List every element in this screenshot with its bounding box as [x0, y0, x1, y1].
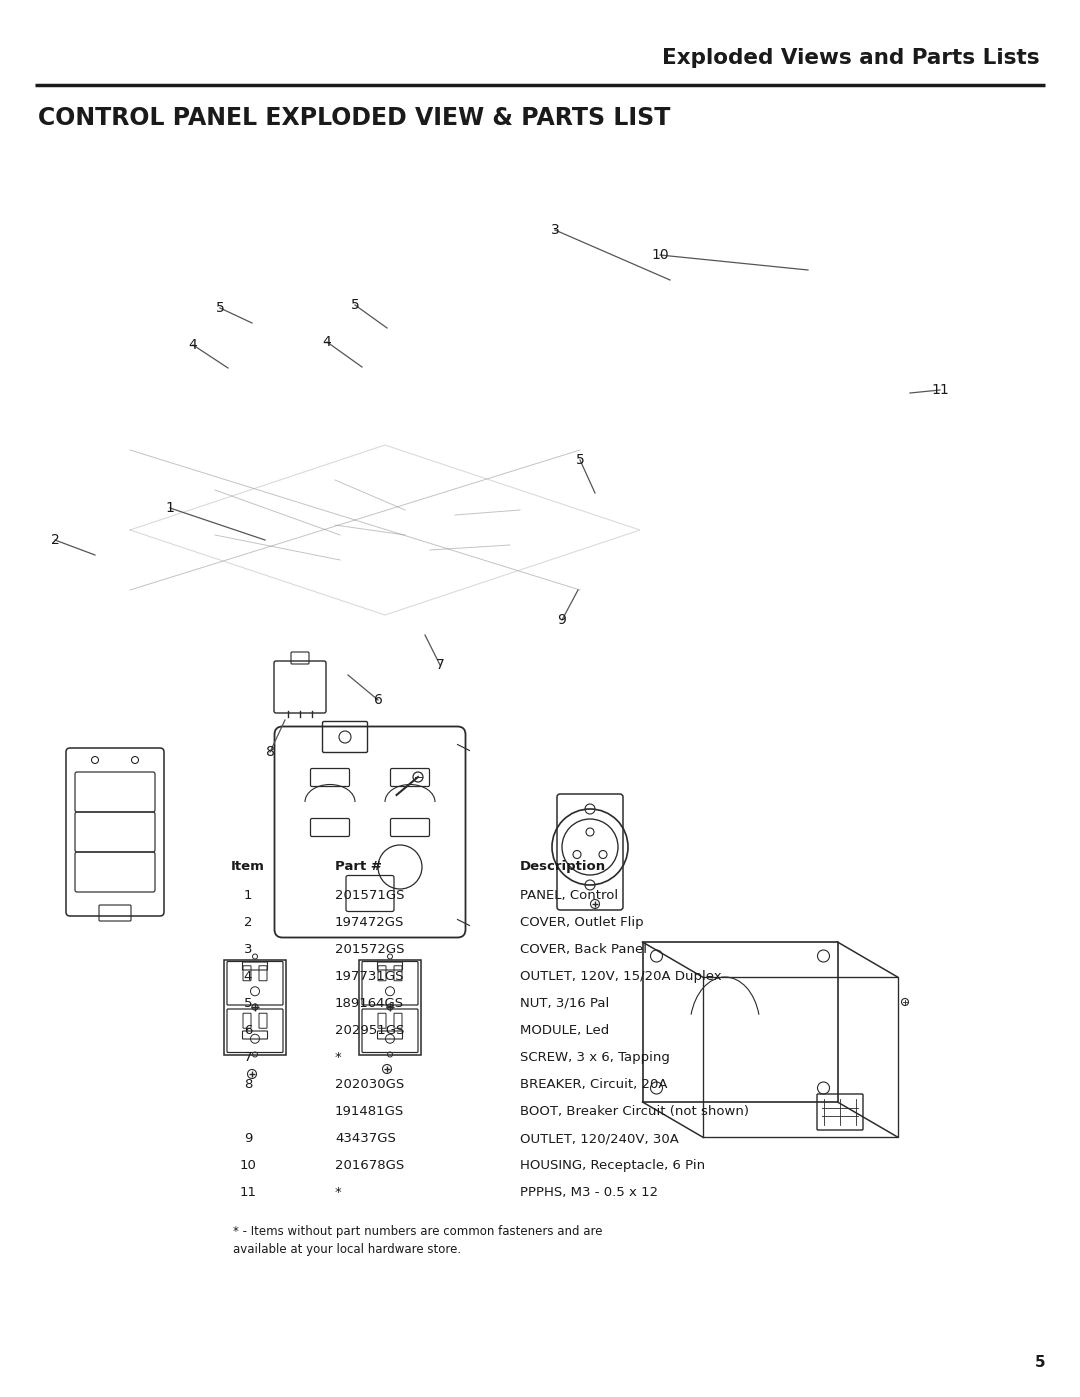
Text: COVER, Back Panel: COVER, Back Panel	[519, 943, 647, 956]
Text: 189164GS: 189164GS	[335, 997, 404, 1010]
Text: 5: 5	[216, 300, 225, 314]
Text: 6: 6	[244, 1024, 253, 1037]
Text: COVER, Outlet Flip: COVER, Outlet Flip	[519, 916, 644, 929]
Text: 5: 5	[1035, 1355, 1045, 1370]
Text: *: *	[335, 1051, 341, 1065]
Text: 197731GS: 197731GS	[335, 970, 405, 983]
Text: 10: 10	[651, 249, 669, 263]
Text: CONTROL PANEL EXPLODED VIEW & PARTS LIST: CONTROL PANEL EXPLODED VIEW & PARTS LIST	[38, 106, 671, 130]
Text: 4: 4	[323, 335, 332, 349]
Text: 2: 2	[51, 534, 59, 548]
Text: 8: 8	[244, 1078, 253, 1091]
Text: SCREW, 3 x 6, Tapping: SCREW, 3 x 6, Tapping	[519, 1051, 670, 1065]
Text: 10: 10	[240, 1160, 256, 1172]
Text: OUTLET, 120/240V, 30A: OUTLET, 120/240V, 30A	[519, 1132, 679, 1146]
Text: 191481GS: 191481GS	[335, 1105, 404, 1118]
Text: Exploded Views and Parts Lists: Exploded Views and Parts Lists	[662, 47, 1040, 68]
Text: Item: Item	[231, 861, 265, 873]
Text: 202030GS: 202030GS	[335, 1078, 404, 1091]
Text: BOOT, Breaker Circuit (not shown): BOOT, Breaker Circuit (not shown)	[519, 1105, 750, 1118]
Text: 201572GS: 201572GS	[335, 943, 405, 956]
Text: Part #: Part #	[335, 861, 382, 873]
Text: 201678GS: 201678GS	[335, 1160, 404, 1172]
Text: 1: 1	[165, 502, 175, 515]
Text: 9: 9	[244, 1132, 253, 1146]
Text: 5: 5	[576, 453, 584, 467]
Text: PANEL, Control: PANEL, Control	[519, 888, 618, 902]
Text: 4: 4	[244, 970, 253, 983]
Text: 11: 11	[240, 1186, 257, 1199]
Text: HOUSING, Receptacle, 6 Pin: HOUSING, Receptacle, 6 Pin	[519, 1160, 705, 1172]
Text: 197472GS: 197472GS	[335, 916, 404, 929]
Text: 201571GS: 201571GS	[335, 888, 405, 902]
Text: Description: Description	[519, 861, 606, 873]
Text: NUT, 3/16 Pal: NUT, 3/16 Pal	[519, 997, 609, 1010]
Text: 7: 7	[435, 658, 444, 672]
Text: 2: 2	[244, 916, 253, 929]
Text: * - Items without part numbers are common fasteners and are
available at your lo: * - Items without part numbers are commo…	[233, 1225, 603, 1256]
Text: 8: 8	[266, 745, 274, 759]
Text: 7: 7	[244, 1051, 253, 1065]
Text: BREAKER, Circuit, 20A: BREAKER, Circuit, 20A	[519, 1078, 667, 1091]
Text: 3: 3	[244, 943, 253, 956]
Text: OUTLET, 120V, 15/20A Duplex: OUTLET, 120V, 15/20A Duplex	[519, 970, 721, 983]
Text: 3: 3	[551, 224, 559, 237]
Text: 4: 4	[189, 338, 198, 352]
Text: 1: 1	[244, 888, 253, 902]
Text: 11: 11	[931, 383, 949, 397]
Text: 5: 5	[244, 997, 253, 1010]
Text: 5: 5	[351, 298, 360, 312]
Text: 9: 9	[557, 613, 566, 627]
Text: PPPHS, M3 - 0.5 x 12: PPPHS, M3 - 0.5 x 12	[519, 1186, 658, 1199]
Text: 202951GS: 202951GS	[335, 1024, 404, 1037]
Text: MODULE, Led: MODULE, Led	[519, 1024, 609, 1037]
Text: *: *	[335, 1186, 341, 1199]
Text: 6: 6	[374, 693, 382, 707]
Text: 43437GS: 43437GS	[335, 1132, 396, 1146]
